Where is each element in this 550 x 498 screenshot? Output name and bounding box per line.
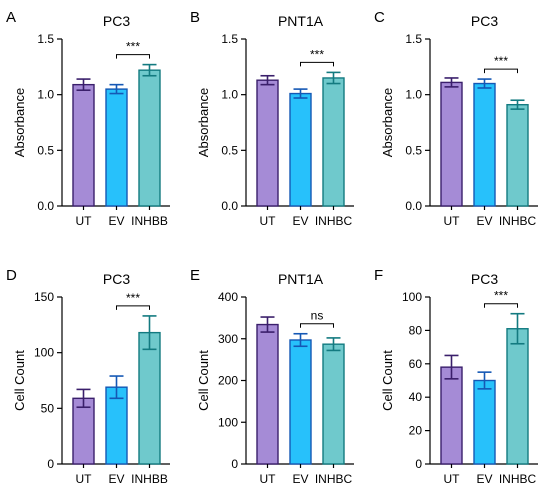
y-axis-label: Absorbance: [12, 88, 27, 157]
panel-letter: B: [190, 9, 200, 26]
significance-bracket: [116, 305, 150, 310]
x-tick-label: EV: [476, 214, 492, 228]
x-tick-label: EV: [292, 214, 308, 228]
bar-ev: [289, 92, 312, 207]
significance-bracket: [116, 54, 150, 59]
chart-panel-c: C PC3 0.0 0.5 1.0 1.5 Absorbance UT EV INHBC ***: [374, 9, 538, 228]
y-tick-label: 0: [231, 457, 238, 471]
bar-ev: [289, 339, 312, 465]
panel-title: PNT1A: [278, 13, 324, 29]
y-axis-label: Absorbance: [380, 88, 395, 157]
y-tick-label: 1.0: [37, 88, 54, 102]
bar-ut: [72, 397, 95, 465]
panel-title: PC3: [471, 13, 498, 29]
x-tick-label: EV: [108, 472, 124, 486]
significance-label: ***: [126, 40, 140, 54]
y-tick-label: 1.5: [37, 32, 54, 46]
bar-inhbc: [322, 343, 345, 465]
x-tick-label: UT: [260, 472, 277, 486]
bar-inhbc: [322, 77, 345, 207]
x-tick-label: INHBC: [499, 214, 537, 228]
bar-ut: [256, 79, 279, 207]
x-tick-label: EV: [476, 472, 492, 486]
significance-label: ***: [126, 291, 140, 305]
y-tick-label: 100: [34, 346, 54, 360]
panel-letter: A: [6, 9, 16, 26]
y-tick-label: 1.0: [221, 88, 238, 102]
y-tick-label: 60: [409, 357, 423, 371]
bar-ut: [440, 81, 463, 207]
y-tick-label: 100: [218, 415, 238, 429]
panel-title: PC3: [103, 271, 130, 287]
bar-ev: [105, 88, 128, 207]
y-tick-label: 50: [41, 401, 55, 415]
y-tick-label: 100: [402, 290, 422, 304]
x-tick-label: UT: [444, 214, 461, 228]
bar-ut: [440, 366, 463, 465]
significance-bracket: [300, 323, 334, 328]
significance-label: ns: [311, 309, 324, 323]
y-tick-label: 0.0: [405, 199, 422, 213]
bar-ut: [72, 83, 95, 207]
x-tick-label: INHBB: [131, 214, 168, 228]
panel-title: PC3: [471, 271, 498, 287]
x-tick-label: UT: [260, 214, 277, 228]
x-tick-label: INHBB: [131, 472, 168, 486]
y-tick-label: 0.0: [37, 199, 54, 213]
x-tick-label: UT: [444, 472, 461, 486]
y-tick-label: 40: [409, 390, 423, 404]
y-axis-label: Cell Count: [196, 350, 211, 411]
significance-label: ***: [494, 289, 508, 303]
y-tick-label: 1.5: [221, 32, 238, 46]
panel-title: PNT1A: [278, 271, 324, 287]
bar-inhbb: [138, 69, 161, 207]
bar-ev: [473, 82, 496, 207]
chart-panel-b: B PNT1A 0.0 0.5 1.0 1.5 Absorbance UT EV INHBC ***: [190, 9, 354, 228]
y-tick-label: 0.5: [37, 143, 54, 157]
y-axis-label: Cell Count: [380, 350, 395, 411]
significance-bracket: [484, 303, 518, 308]
y-tick-label: 150: [34, 290, 54, 304]
panel-letter: C: [374, 9, 385, 26]
y-axis-label: Cell Count: [12, 350, 27, 411]
x-tick-label: EV: [292, 472, 308, 486]
y-tick-label: 0: [415, 457, 422, 471]
chart-panel-a: A PC3 0.0 0.5 1.0 1.5 Absorbance UT EV INHBB ***: [6, 9, 170, 228]
bar-inhbc: [506, 103, 529, 207]
panel-letter: E: [190, 267, 200, 284]
bar-ut: [256, 323, 279, 465]
significance-bracket: [300, 61, 334, 67]
y-tick-label: 200: [218, 374, 238, 388]
bar-inhbc: [506, 328, 529, 465]
y-tick-label: 1.0: [405, 88, 422, 102]
significance-label: ***: [494, 54, 508, 68]
bar-inhbb: [138, 331, 161, 465]
chart-panel-e: E PNT1A 0 100 200 300 400 Cell Count UT EV INHBC ns: [190, 267, 354, 486]
x-tick-label: EV: [108, 214, 124, 228]
chart-panel-d: D PC3 0 50 100 150 Cell Count UT EV INHBB ***: [6, 267, 170, 486]
bar-ev: [473, 379, 496, 465]
y-tick-label: 1.5: [405, 32, 422, 46]
x-tick-label: INHBC: [315, 214, 353, 228]
significance-bracket: [484, 68, 518, 74]
y-tick-label: 300: [218, 332, 238, 346]
significance-label: ***: [310, 47, 324, 61]
y-tick-label: 400: [218, 290, 238, 304]
x-tick-label: INHBC: [315, 472, 353, 486]
panel-letter: D: [6, 267, 17, 284]
y-tick-label: 0.0: [221, 199, 238, 213]
y-tick-label: 0.5: [221, 143, 238, 157]
y-tick-label: 0.5: [405, 143, 422, 157]
y-tick-label: 0: [47, 457, 54, 471]
x-tick-label: UT: [76, 472, 93, 486]
chart-panel-f: F PC3 0 20 40 60 80 100 Cell Count UT EV INHBC ***: [374, 267, 538, 486]
x-tick-label: INHBC: [499, 472, 537, 486]
panel-title: PC3: [103, 13, 130, 29]
y-tick-label: 80: [409, 323, 423, 337]
panel-letter: F: [374, 267, 383, 284]
y-tick-label: 20: [409, 424, 423, 438]
x-tick-label: UT: [76, 214, 93, 228]
y-axis-label: Absorbance: [196, 88, 211, 157]
